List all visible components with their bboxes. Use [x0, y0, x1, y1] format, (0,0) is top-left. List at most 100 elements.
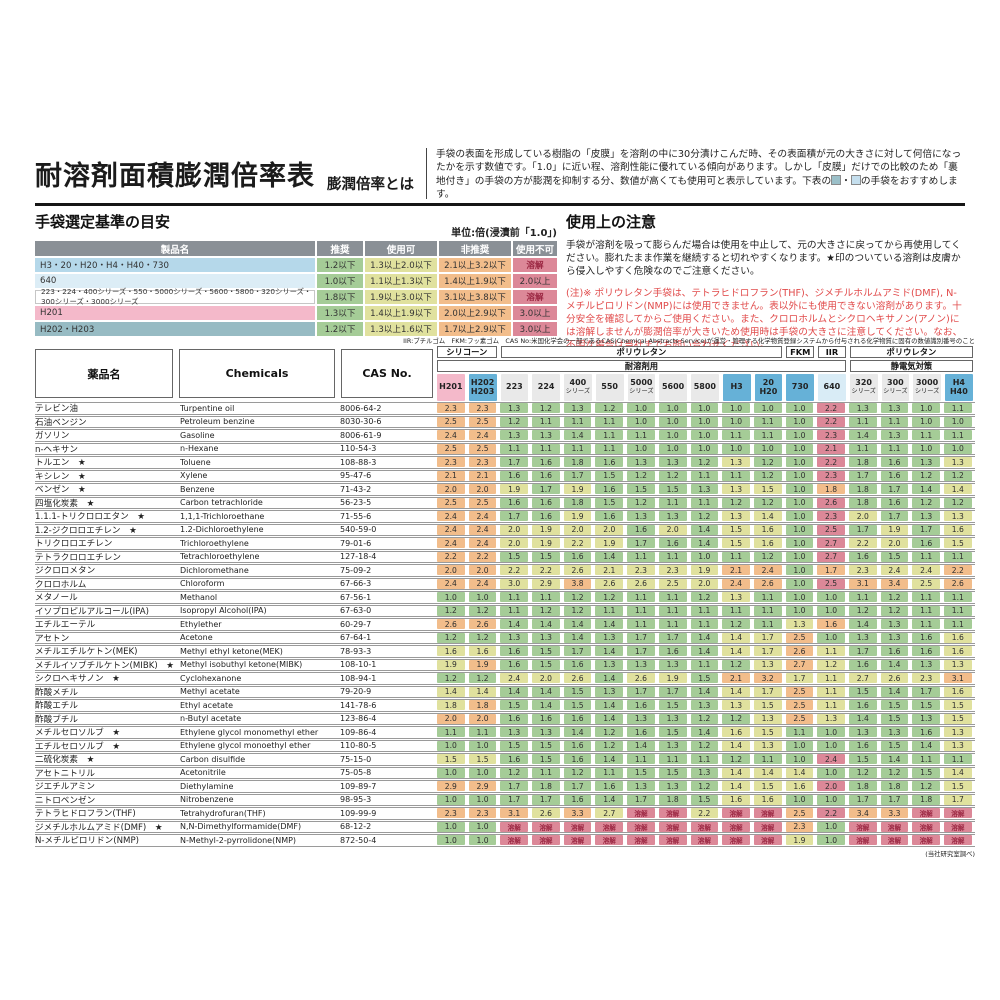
model-label: 5000 [630, 377, 653, 387]
swell-value-cell: 1.0 [658, 430, 687, 441]
swell-values: 2.6 2.6 1.4 1.4 1.4 1.4 1.1 1.1 1.1 1.2 1.1 1.3 1.6 1… [435, 619, 975, 630]
swell-value-cell: 1.3 [722, 457, 750, 468]
swell-value-cell: 1.1 [944, 754, 972, 765]
model-label: H201 [439, 382, 463, 392]
guide-criteria-cell: 2.0以上2.9以下 [439, 306, 511, 320]
swell-value-cell: 1.1 [912, 754, 940, 765]
swell-value-cell: 1.1 [912, 592, 940, 603]
swell-value-cell: 1.0 [817, 727, 845, 738]
swell-value-cell: 1.3 [690, 767, 719, 778]
swell-value-cell: 1.0 [468, 821, 497, 832]
swell-value-cell: 1.1 [500, 592, 529, 603]
swell-value-cell: 1.3 [944, 740, 972, 751]
swell-value-cell: 2.4 [500, 673, 529, 684]
chemical-name-en: Carbon tetrachloride [180, 498, 263, 508]
swell-value-cell: 1.5 [500, 740, 529, 751]
swell-value-cell: 溶解 [722, 835, 750, 846]
swell-value-cell: 1.4 [722, 632, 750, 643]
swell-values: 2.3 2.3 3.1 2.6 3.3 2.7 溶解 溶解 2.2 溶解 溶解 2.5 2.2 3.4 3.… [435, 808, 975, 819]
swell-value-cell: 2.2 [817, 457, 845, 468]
cas-number: 123-86-4 [340, 714, 377, 724]
swell-value-cell: 3.2 [753, 673, 782, 684]
guide-criteria-cell: 1.3以上1.6以下 [365, 322, 437, 336]
swell-value-cell: 2.3 [658, 565, 687, 576]
swell-value-cell: 1.0 [912, 416, 940, 427]
swell-value-cell: 1.0 [722, 443, 750, 454]
chemical-row: 1.1.1-トリクロロエタン ★ 1,1,1-Trichloroethane 71-… [35, 510, 975, 523]
swell-value-cell: 1.6 [500, 646, 529, 657]
swell-value-cell: 3.3 [880, 808, 909, 819]
category-group-cell: 耐溶剤用 [437, 360, 846, 372]
chemical-name-jp: アセトニトリル [35, 768, 95, 779]
swell-value-cell: 1.4 [500, 686, 529, 697]
column-header-cell: H201 [437, 374, 465, 401]
swell-value-cell: 1.4 [595, 551, 624, 562]
selection-guide-heading: 手袋選定基準の目安 [35, 213, 171, 231]
swell-value-cell: 2.5 [912, 578, 940, 589]
swell-value-cell: 2.4 [753, 565, 782, 576]
chemical-row: テレビン油 Turpentine oil 8006-64-2 2.3 2.3 1.3 1.2… [35, 402, 975, 415]
chemical-row: メチルイソブチルケトン(MIBK) ★ Methyl isobuthyl keto… [35, 658, 975, 671]
column-header-cell: 300 シリーズ [881, 374, 910, 401]
swell-value-cell: 1.2 [722, 713, 750, 724]
swell-value-cell: 1.3 [944, 457, 972, 468]
description-tail: の手袋をおすすめします。 [436, 175, 958, 201]
description-text: 手袋の表面を形成している樹脂の「皮膜」を溶剤の中に30分漬けこんだ時、その表面積… [436, 149, 962, 187]
swell-value-cell: 1.6 [500, 470, 529, 481]
swell-value-cell: 1.9 [658, 673, 687, 684]
guide-criteria-cell: 1.4以上1.9以下 [365, 306, 437, 320]
swell-value-cell: 1.1 [722, 430, 750, 441]
model-label-line2: H40 [949, 386, 968, 396]
swell-value-cell: 1.0 [690, 430, 719, 441]
swell-value-cell: 1.0 [690, 416, 719, 427]
swell-value-cell: 1.4 [912, 740, 940, 751]
chemical-name-jp: 酢酸メチル [35, 687, 78, 698]
swell-values: 2.0 2.0 2.2 2.2 2.6 2.1 2.3 2.3 1.9 2.1 2.4 1.0 1.7 2… [435, 565, 975, 576]
swell-value-cell: 1.1 [722, 470, 750, 481]
swell-value-cell: 1.1 [468, 727, 497, 738]
swell-value-cell: 1.6 [785, 781, 814, 792]
swell-value-cell: 2.2 [437, 551, 465, 562]
swell-value-cell: 1.4 [722, 767, 750, 778]
swell-value-cell: 1.9 [563, 511, 592, 522]
swell-value-cell: 1.1 [627, 754, 655, 765]
guide-column-header: 使用可 [365, 241, 437, 256]
swell-value-cell: 1.3 [785, 619, 814, 630]
swell-value-cell: 1.5 [532, 659, 560, 670]
swell-value-cell: 1.0 [785, 457, 814, 468]
guide-criteria-cell: 1.3以上2.0以下 [365, 258, 437, 272]
cas-number: 67-63-0 [340, 606, 372, 616]
chemical-row: メチルエチルケトン(MEK) Methyl ethyl ketone(MEK) 78… [35, 645, 975, 658]
swell-value-cell: 1.0 [627, 443, 655, 454]
swell-value-cell: 1.5 [880, 551, 909, 562]
swell-value-cell: 溶解 [690, 821, 719, 832]
chemicals-header: Chemicals [179, 349, 335, 398]
cas-number: 68-12-2 [340, 822, 372, 832]
swell-value-cell: 1.5 [722, 524, 750, 535]
guide-criteria-cell: 3.0以上 [513, 322, 557, 336]
swell-value-cell: 2.1 [468, 470, 497, 481]
cas-number: 71-55-6 [340, 511, 372, 521]
swell-value-cell: 1.0 [690, 551, 719, 562]
swell-value-cell: 1.5 [595, 470, 624, 481]
chemical-name-jp: アセトン [35, 633, 70, 644]
swell-value-cell: 1.1 [912, 551, 940, 562]
swell-value-cell: 2.5 [437, 416, 465, 427]
swell-value-cell: 1.1 [944, 551, 972, 562]
chemical-name-jp: 石油ベンジン [35, 417, 87, 428]
category-group-cell: 静電気対策 [849, 360, 973, 372]
swell-value-cell: 1.3 [658, 713, 687, 724]
swell-value-cell: 1.4 [690, 538, 719, 549]
precautions-text: 手袋が溶剤を吸って膨らんだ場合は使用を中止して、元の大きさに戻ってから再使用して… [566, 240, 961, 278]
swell-value-cell: 1.5 [532, 740, 560, 751]
cas-number: 75-15-0 [340, 754, 372, 764]
swell-value-cell: 2.0 [848, 511, 877, 522]
swell-value-cell: 1.6 [912, 727, 940, 738]
swell-value-cell: 2.2 [690, 808, 719, 819]
swell-value-cell: 1.4 [753, 767, 782, 778]
swell-value-cell: 2.1 [595, 565, 624, 576]
swell-value-cell: 2.5 [785, 808, 814, 819]
swell-value-cell: 1.4 [690, 686, 719, 697]
swell-value-cell: 2.3 [912, 673, 940, 684]
swell-value-cell: 1.2 [563, 592, 592, 603]
